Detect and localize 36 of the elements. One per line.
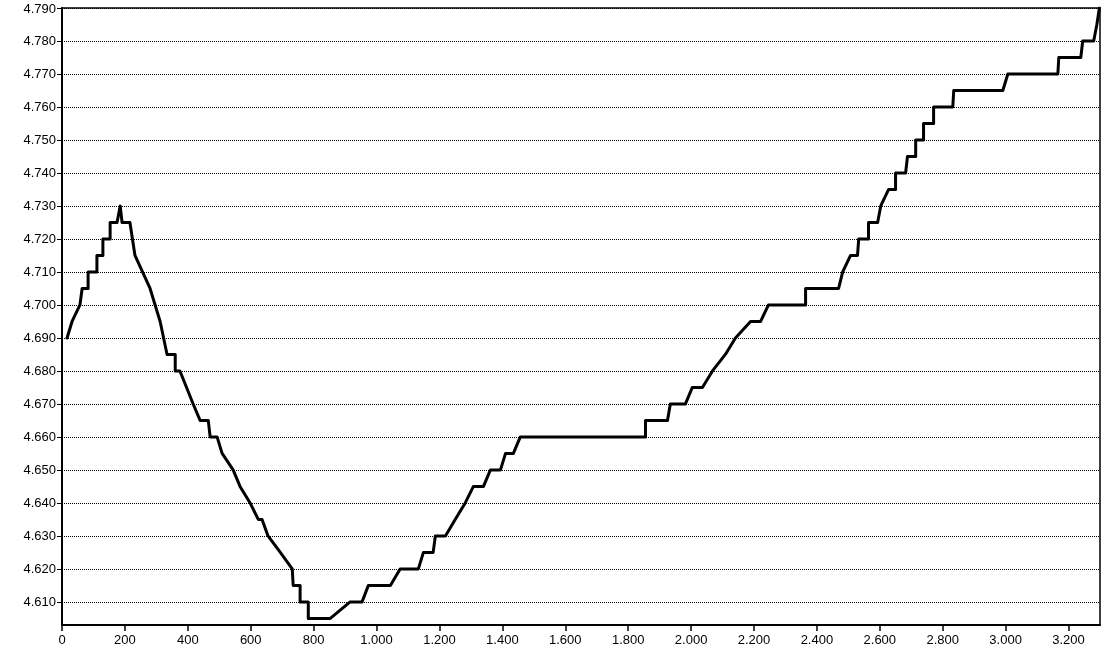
x-tick-label: 1.600	[549, 632, 582, 647]
x-tick-label: 1.200	[423, 632, 456, 647]
y-tick-label: 4.720	[23, 231, 56, 247]
x-tick-label: 600	[239, 632, 262, 647]
y-tick-label: 4.790	[23, 0, 56, 16]
x-tick-label: 1.400	[486, 632, 519, 647]
x-tick-label: 1.000	[360, 632, 393, 647]
y-tick-label: 4.680	[23, 363, 56, 379]
y-tick-label: 4.660	[23, 429, 56, 445]
y-tick-label: 4.760	[23, 99, 56, 115]
y-tick-label: 4.770	[23, 66, 56, 82]
x-tick-label: 1.800	[611, 632, 645, 647]
y-tick-label: 4.710	[23, 264, 56, 280]
x-tick-label: 2.800	[926, 632, 959, 647]
y-tick-label: 4.650	[23, 462, 56, 478]
y-tick-label: 4.690	[23, 330, 56, 346]
y-tick-label: 4.610	[23, 594, 56, 610]
x-tick-label: 2.200	[737, 632, 771, 647]
y-tick-label: 4.630	[23, 528, 56, 544]
y-tick-label: 4.740	[23, 165, 56, 181]
x-tick-label: 400	[176, 632, 199, 647]
y-tick-label: 4.670	[23, 396, 56, 412]
y-tick-label: 4.700	[23, 297, 56, 313]
y-tick-label: 4.640	[23, 495, 56, 511]
x-tick-label: 2.000	[674, 632, 708, 647]
y-tick-label: 4.730	[23, 198, 56, 214]
x-tick-label: 2.400	[800, 632, 834, 647]
y-tick-label: 4.750	[23, 132, 56, 148]
x-tick-label: 0	[58, 632, 66, 647]
y-tick-label: 4.620	[23, 561, 56, 577]
y-tick-label: 4.780	[23, 33, 56, 49]
x-tick-label: 3.200	[1052, 632, 1085, 647]
x-tick-label: 3.000	[989, 632, 1022, 647]
x-tick-label: 200	[114, 632, 136, 647]
x-tick-label: 2.600	[863, 632, 897, 647]
x-tick-label: 800	[302, 632, 325, 647]
